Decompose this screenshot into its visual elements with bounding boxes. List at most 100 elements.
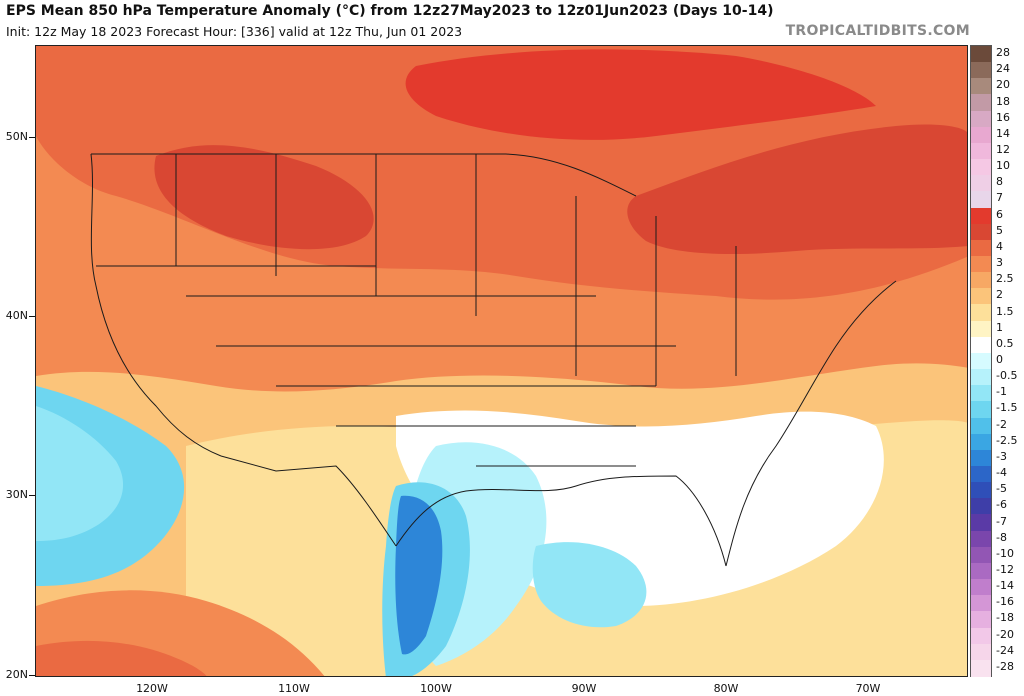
lon-label-120w: 120W	[136, 682, 168, 695]
map-subtitle: Init: 12z May 18 2023 Forecast Hour: [33…	[6, 24, 463, 39]
colorbar-cell	[971, 433, 991, 451]
us-canada-border	[91, 153, 637, 197]
colorbar-label: 20	[996, 78, 1010, 92]
colorbar-cell	[971, 401, 991, 419]
colorbar-cell	[971, 352, 991, 370]
colorbar-label: 2	[996, 288, 1003, 302]
lon-label-100w: 100W	[420, 682, 452, 695]
colorbar-label: -7	[996, 514, 1007, 528]
colorbar-cell	[971, 110, 991, 128]
anomaly-6c-north	[405, 49, 876, 140]
colorbar-label: 0.5	[996, 336, 1014, 350]
colorbar-cell	[971, 579, 991, 597]
colorbar-cell	[971, 320, 991, 338]
colorbar-label: -5	[996, 482, 1007, 496]
colorbar-cell	[971, 562, 991, 580]
colorbar-label: 5	[996, 223, 1003, 237]
colorbar-cell	[971, 207, 991, 225]
anomaly-4c-pacific-south	[36, 640, 207, 676]
colorbar-label: -18	[996, 611, 1014, 625]
anomaly-neg3c-core	[395, 495, 443, 655]
lat-tick-30n	[29, 495, 35, 496]
colorbar-cell	[971, 482, 991, 500]
temperature-anomaly-map	[35, 45, 968, 677]
us-mexico-border	[220, 455, 397, 547]
colorbar-cell	[971, 546, 991, 564]
anomaly-neg0-5c-pacific	[36, 406, 124, 541]
map-canvas	[36, 46, 967, 676]
colorbar	[970, 45, 992, 677]
colorbar-label: 1.5	[996, 304, 1014, 318]
colorbar-label: -0.5	[996, 369, 1018, 383]
colorbar-label: -14	[996, 579, 1014, 593]
anomaly-neg0-5c-gulf	[532, 542, 647, 628]
colorbar-label: -1.5	[996, 401, 1018, 415]
colorbar-label: 6	[996, 207, 1003, 221]
lon-label-110w: 110W	[278, 682, 310, 695]
colorbar-label: 18	[996, 94, 1010, 108]
lon-label-80w: 80W	[713, 682, 739, 695]
boundaries	[90, 153, 897, 567]
colorbar-label: 28	[996, 46, 1010, 60]
anomaly-1c-atlantic	[716, 582, 967, 676]
colorbar-cell	[971, 530, 991, 548]
colorbar-label: 7	[996, 191, 1003, 205]
colorbar-label: 10	[996, 159, 1010, 173]
lat-tick-50n	[29, 137, 35, 138]
colorbar-cell	[971, 595, 991, 613]
colorbar-cell	[971, 385, 991, 403]
colorbar-cell	[971, 627, 991, 645]
lat-tick-40n	[29, 316, 35, 317]
gulf-coast	[395, 475, 727, 567]
lat-label-50n: 50N	[5, 130, 28, 143]
colorbar-label: -4	[996, 466, 1007, 480]
colorbar-label: 2.5	[996, 272, 1014, 286]
colorbar-cell	[971, 46, 991, 63]
colorbar-cell	[971, 239, 991, 257]
colorbar-cell	[971, 514, 991, 532]
colorbar-label: 24	[996, 62, 1010, 76]
colorbar-cell	[971, 611, 991, 629]
lat-label-30n: 30N	[5, 488, 28, 501]
colorbar-label: -3	[996, 449, 1007, 463]
lat-tick-20n	[29, 675, 35, 676]
lon-label-90w: 90W	[571, 682, 597, 695]
colorbar-cell	[971, 498, 991, 516]
colorbar-cell	[971, 223, 991, 241]
map-title: EPS Mean 850 hPa Temperature Anomaly (°C…	[6, 3, 774, 19]
lat-label-40n: 40N	[5, 309, 28, 322]
colorbar-label: -24	[996, 643, 1014, 657]
colorbar-label: -8	[996, 530, 1007, 544]
colorbar-label: -2.5	[996, 433, 1018, 447]
colorbar-label: -2	[996, 417, 1007, 431]
colorbar-cell	[971, 78, 991, 96]
colorbar-cell	[971, 191, 991, 209]
colorbar-label: 3	[996, 256, 1003, 270]
colorbar-cell	[971, 304, 991, 322]
brand-watermark[interactable]: TROPICALTIDBITS.COM	[785, 23, 970, 39]
colorbar-cell	[971, 126, 991, 144]
colorbar-cell	[971, 643, 991, 661]
colorbar-label: -6	[996, 498, 1007, 512]
colorbar-cell	[971, 159, 991, 177]
colorbar-label: -20	[996, 627, 1014, 641]
colorbar-cell	[971, 288, 991, 306]
lat-label-20n: 20N	[5, 668, 28, 681]
colorbar-cell	[971, 369, 991, 387]
colorbar-label: 1	[996, 320, 1003, 334]
colorbar-label: -1	[996, 385, 1007, 399]
colorbar-label: 8	[996, 175, 1003, 189]
colorbar-cell	[971, 62, 991, 80]
colorbar-label: 14	[996, 126, 1010, 140]
colorbar-label: -28	[996, 659, 1014, 673]
us-west-coast	[90, 153, 222, 457]
lon-label-70w: 70W	[855, 682, 881, 695]
colorbar-cell	[971, 256, 991, 273]
colorbar-cell	[971, 175, 991, 193]
colorbar-label: 0	[996, 353, 1003, 366]
colorbar-label: 12	[996, 143, 1010, 156]
anomaly-5c-rockies	[154, 145, 374, 250]
colorbar-cell	[971, 142, 991, 160]
colorbar-label: 16	[996, 110, 1010, 124]
colorbar-label: -16	[996, 595, 1014, 609]
